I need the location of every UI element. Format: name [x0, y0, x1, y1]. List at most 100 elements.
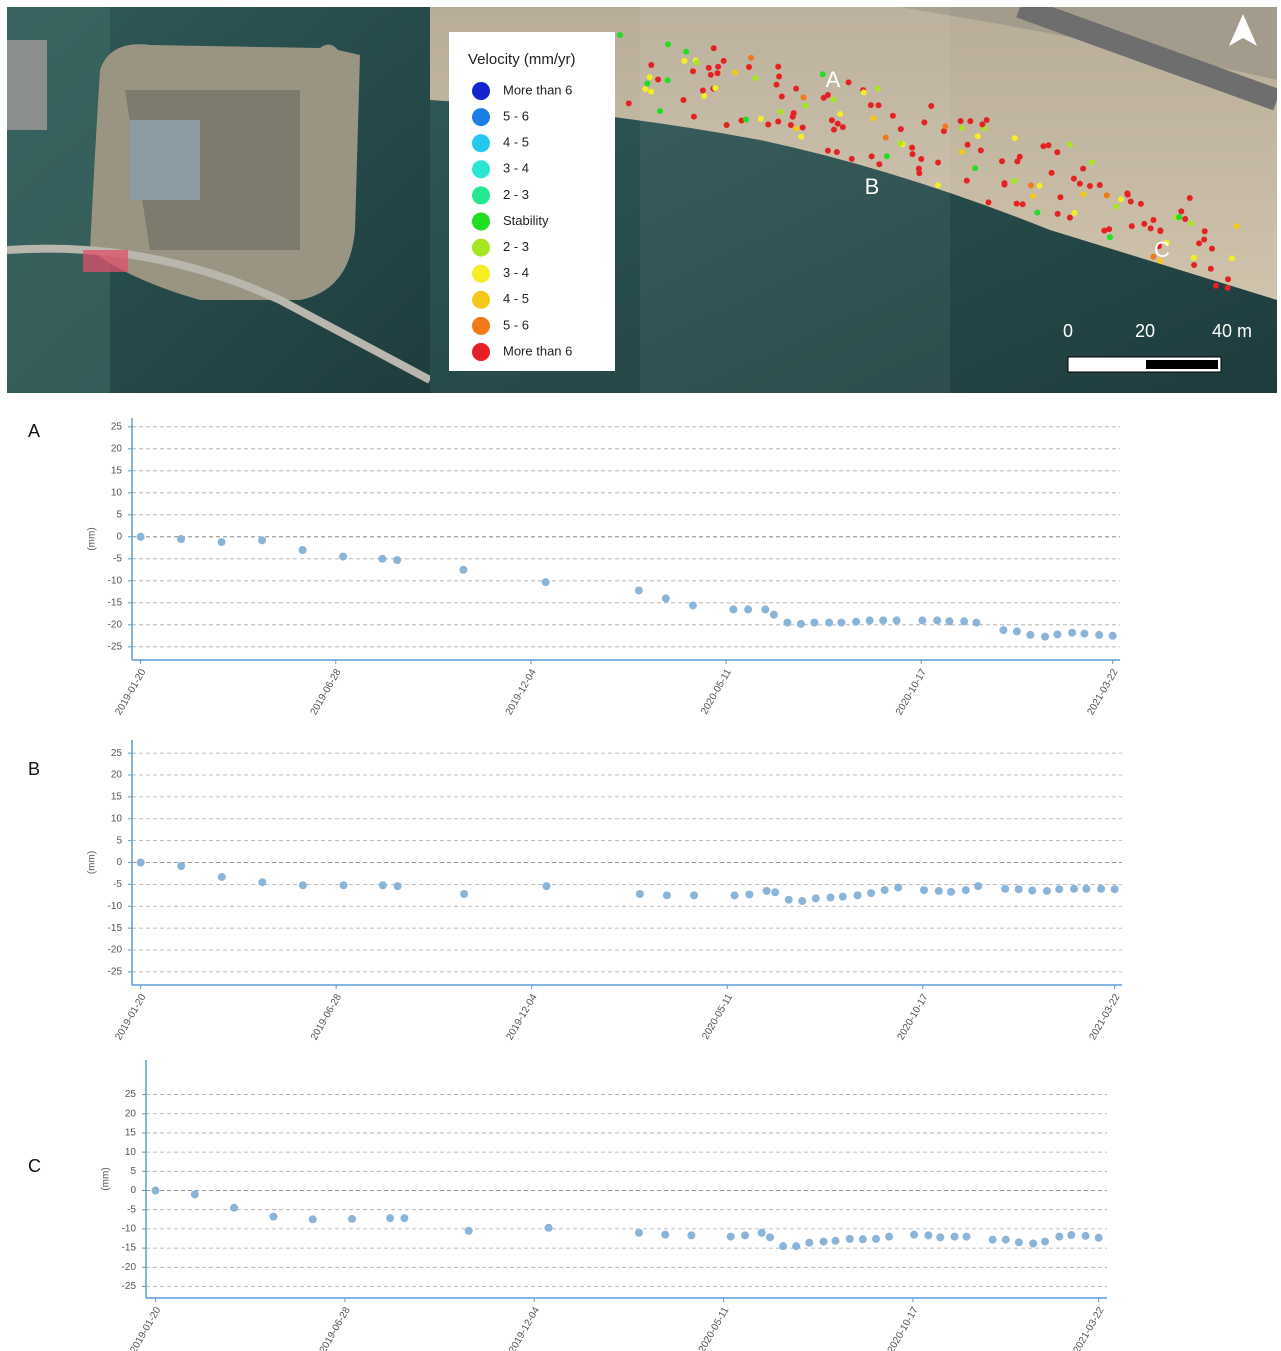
map-point: [1129, 223, 1135, 229]
map-point: [680, 97, 686, 103]
data-point: [866, 616, 874, 624]
data-point: [1026, 631, 1034, 639]
map-point: [835, 121, 841, 127]
data-point: [770, 611, 778, 619]
page: {"map": { "legend": {"title": "Velocity …: [0, 0, 1281, 1351]
data-point: [727, 1233, 735, 1241]
data-point: [218, 538, 226, 546]
map-point: [918, 156, 924, 162]
x-tick-label: 2019-12-04: [507, 1305, 542, 1351]
map-point: [830, 97, 836, 103]
map-point: [1150, 217, 1156, 223]
legend-swatch: [472, 291, 490, 309]
x-tick-label: 2020-10-17: [896, 992, 931, 1042]
data-point: [542, 578, 550, 586]
map-point: [999, 158, 1005, 164]
data-point: [1002, 1236, 1010, 1244]
legend-label: 4 - 5: [503, 135, 529, 150]
map-point: [1229, 255, 1235, 261]
legend-label: 2 - 3: [503, 187, 529, 202]
scale-label: 20: [1135, 321, 1155, 341]
y-tick-label: 15: [111, 465, 123, 476]
data-point: [459, 566, 467, 574]
map-point: [909, 145, 915, 151]
data-point: [893, 616, 901, 624]
map-point: [701, 93, 707, 99]
point-label: C: [1154, 237, 1170, 262]
y-tick-label: -20: [122, 1262, 137, 1273]
data-point: [972, 619, 980, 627]
map-point: [876, 161, 882, 167]
data-point: [460, 890, 468, 898]
data-point: [690, 891, 698, 899]
map-point: [1124, 190, 1130, 196]
data-point: [378, 555, 386, 563]
legend-label: 5 - 6: [503, 317, 529, 332]
map-point: [1118, 196, 1124, 202]
data-point: [269, 1213, 277, 1221]
map-point: [883, 135, 889, 141]
map-point: [798, 134, 804, 140]
legend-title: Velocity (mm/yr): [468, 51, 576, 68]
map-point: [642, 86, 648, 92]
legend-label: Stability: [503, 213, 549, 228]
data-point: [177, 535, 185, 543]
map-point: [959, 125, 965, 131]
map-point: [890, 113, 896, 119]
map-point: [1097, 182, 1103, 188]
map-point: [800, 94, 806, 100]
map-point: [775, 64, 781, 70]
map-point: [1040, 143, 1046, 149]
map-point: [935, 182, 941, 188]
y-tick-label: -15: [122, 1243, 137, 1254]
map-point: [732, 69, 738, 75]
y-tick-label: 10: [111, 487, 123, 498]
data-point: [872, 1235, 880, 1243]
legend-swatch: [472, 134, 490, 152]
legend-swatch: [472, 239, 490, 257]
map-point: [834, 149, 840, 155]
map-point: [1072, 210, 1078, 216]
data-point: [933, 616, 941, 624]
data-point: [1053, 630, 1061, 638]
map-point: [1178, 208, 1184, 214]
map-point: [984, 117, 990, 123]
x-tick-label: 2019-12-04: [504, 667, 539, 717]
panel-label: B: [28, 759, 40, 779]
panel-label: A: [28, 421, 40, 441]
map-point: [775, 118, 781, 124]
x-tick-label: 2021-03-22: [1071, 1305, 1106, 1351]
map-point: [743, 117, 749, 123]
data-point: [661, 1231, 669, 1239]
map-point: [1030, 193, 1036, 199]
map-point: [721, 58, 727, 64]
scale-bar-fill: [1146, 360, 1218, 369]
data-point: [1041, 1238, 1049, 1246]
data-point: [731, 891, 739, 899]
data-point: [137, 533, 145, 541]
y-tick-label: -20: [108, 619, 123, 630]
map-point: [681, 58, 687, 64]
y-axis-label: (mm): [101, 1167, 112, 1190]
data-point: [1095, 631, 1103, 639]
y-tick-label: 25: [111, 748, 123, 759]
map-point: [935, 159, 941, 165]
data-point: [230, 1204, 238, 1212]
data-point: [137, 859, 145, 867]
data-point: [1070, 885, 1078, 893]
legend-label: More than 6: [503, 343, 572, 358]
data-point: [881, 886, 889, 894]
data-point: [1082, 1232, 1090, 1240]
map-point: [846, 79, 852, 85]
map-point: [840, 124, 846, 130]
y-tick-label: -25: [122, 1281, 137, 1292]
panel-label: C: [28, 1156, 41, 1176]
data-point: [348, 1215, 356, 1223]
data-point: [810, 619, 818, 627]
legend-label: 2 - 3: [503, 239, 529, 254]
data-point: [820, 1238, 828, 1246]
x-tick-label: 2020-05-11: [700, 992, 735, 1042]
x-tick-label: 2020-10-17: [886, 1305, 921, 1351]
data-point: [785, 896, 793, 904]
data-point: [1080, 630, 1088, 638]
